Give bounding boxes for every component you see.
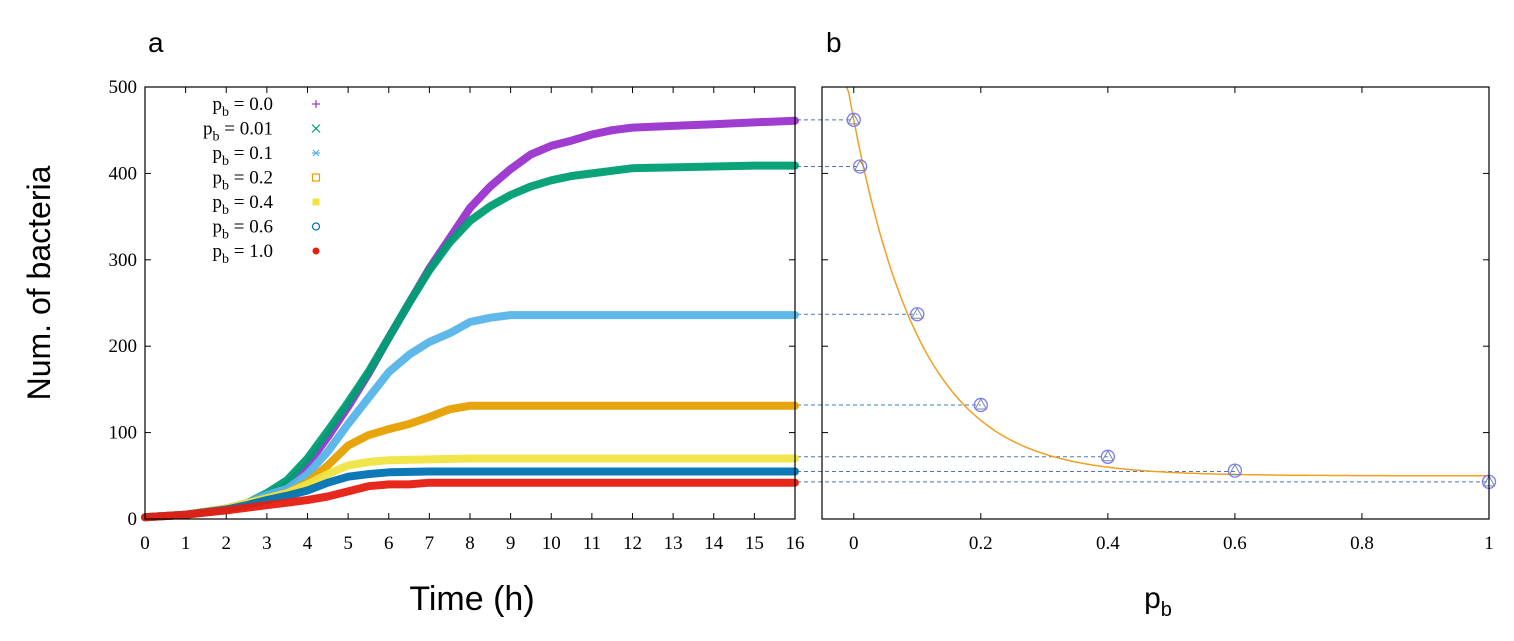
x-tick-label-a: 0 bbox=[140, 533, 150, 554]
x-tick-label-a: 10 bbox=[542, 533, 561, 554]
legend-marker-3 bbox=[311, 173, 321, 182]
legend-sub: b bbox=[222, 228, 229, 243]
legend-p: p bbox=[203, 119, 213, 140]
x-tick-label-a: 7 bbox=[425, 533, 435, 554]
data-point-b bbox=[973, 397, 988, 413]
point-triangle bbox=[1101, 449, 1115, 462]
legend-value: = 0.2 bbox=[229, 168, 273, 189]
legend-value: = 0.6 bbox=[229, 217, 273, 238]
y-tick-label-a: 400 bbox=[109, 163, 138, 184]
legend-marker-2 bbox=[312, 149, 320, 157]
legend-sub: b bbox=[222, 179, 229, 194]
point-triangle bbox=[853, 159, 867, 171]
legend-value: = 0.4 bbox=[229, 192, 273, 213]
marker-circle bbox=[312, 247, 320, 255]
x-tick-label-a: 3 bbox=[262, 533, 272, 554]
x-tick-label-a: 16 bbox=[786, 533, 805, 554]
x-tick-label-a: 12 bbox=[623, 533, 642, 554]
legend-label-0: pb = 0.0 bbox=[213, 94, 273, 120]
legend-label-2: pb = 0.1 bbox=[213, 143, 273, 169]
panel-label-b: b bbox=[826, 27, 842, 58]
series-line-2 bbox=[141, 311, 799, 522]
data-point-b bbox=[852, 159, 868, 174]
x-tick-label-b: 0.8 bbox=[1350, 533, 1374, 554]
data-point-b bbox=[1100, 449, 1116, 464]
legend-marker-6 bbox=[312, 247, 320, 255]
chart-b-xlabel: pb bbox=[1144, 582, 1172, 621]
x-tick-label-a: 9 bbox=[506, 533, 516, 554]
legend-sub: b bbox=[222, 203, 229, 218]
legend-label-3: pb = 0.2 bbox=[213, 168, 273, 194]
legend-marker-5 bbox=[311, 222, 321, 231]
legend-p: p bbox=[213, 94, 223, 115]
data-point-b bbox=[846, 112, 861, 127]
legend-value: = 1.0 bbox=[229, 241, 273, 262]
legend-p: p bbox=[213, 168, 223, 189]
legend-marker-1 bbox=[311, 124, 321, 133]
x-tick-label-b: 0.6 bbox=[1223, 533, 1247, 554]
reference-lines bbox=[797, 119, 1489, 483]
fit-curve bbox=[845, 86, 1489, 477]
marker-square bbox=[311, 173, 321, 182]
marker-circle bbox=[311, 222, 321, 231]
point-triangle bbox=[974, 397, 988, 410]
legend-sub: b bbox=[213, 130, 220, 145]
legend-p: p bbox=[213, 143, 223, 164]
x-tick-label-a: 4 bbox=[303, 533, 313, 554]
marker-square bbox=[312, 198, 320, 206]
x-tick-label-a: 1 bbox=[181, 533, 191, 554]
chart-a: 0 1 2 3 4 5 6 7 8 9 10 11 12 13 14 15 160100200300400500… bbox=[109, 77, 805, 554]
legend-label-1: pb = 0.01 bbox=[203, 119, 273, 145]
legend-p: p bbox=[213, 241, 223, 262]
chart-a-ylabel: Num. of bacteria bbox=[21, 165, 57, 400]
legend-value: = 0.1 bbox=[229, 143, 273, 164]
legend-p: p bbox=[213, 217, 223, 238]
x-tick-label-b: 0.2 bbox=[969, 533, 993, 554]
legend-marker-4 bbox=[312, 198, 320, 206]
legend-label-4: pb = 0.4 bbox=[213, 192, 274, 218]
y-tick-label-a: 100 bbox=[109, 423, 138, 444]
x-tick-label-a: 6 bbox=[384, 533, 394, 554]
chart-a-xlabel: Time (h) bbox=[409, 580, 534, 618]
legend-p: p bbox=[213, 192, 223, 213]
point-triangle bbox=[1228, 463, 1242, 476]
y-tick-label-a: 200 bbox=[109, 336, 138, 357]
x-tick-label-a: 5 bbox=[343, 533, 353, 554]
x-tick-label-a: 13 bbox=[664, 533, 683, 554]
legend-sub: b bbox=[222, 252, 229, 267]
legend-label-6: pb = 1.0 bbox=[213, 241, 273, 267]
x-tick-label-b: 0 bbox=[849, 533, 859, 554]
legend-marker-0 bbox=[312, 100, 320, 108]
marker-x bbox=[311, 124, 321, 133]
x-tick-label-b: 1 bbox=[1484, 533, 1494, 554]
panel-label-a: a bbox=[148, 27, 164, 58]
point-triangle bbox=[847, 112, 861, 125]
data-point-b bbox=[1227, 463, 1243, 478]
legend-sub: b bbox=[222, 105, 229, 120]
x-tick-label-a: 15 bbox=[745, 533, 764, 554]
marker-star bbox=[312, 149, 320, 157]
legend-label-5: pb = 0.6 bbox=[213, 217, 273, 243]
point-triangle bbox=[910, 307, 924, 319]
y-tick-label-a: 0 bbox=[128, 509, 138, 530]
chart-b: 0 0.2 0.4 0.6 0.8 1 bbox=[821, 86, 1497, 554]
series-line-6 bbox=[141, 478, 799, 522]
y-tick-label-a: 500 bbox=[109, 77, 138, 98]
x-tick-label-a: 14 bbox=[704, 533, 724, 554]
x-tick-label-a: 2 bbox=[222, 533, 232, 554]
legend-value: = 0.0 bbox=[229, 94, 273, 115]
data-point-b bbox=[910, 307, 925, 322]
legend-value: = 0.01 bbox=[220, 119, 273, 140]
x-tick-label-b: 0.4 bbox=[1096, 533, 1120, 554]
plot-frame-b bbox=[821, 86, 1490, 520]
legend-sub: b bbox=[222, 154, 229, 169]
x-tick-label-a: 8 bbox=[465, 533, 475, 554]
plot-frame-a bbox=[144, 86, 796, 520]
y-tick-label-a: 300 bbox=[109, 250, 138, 271]
x-tick-label-a: 11 bbox=[583, 533, 601, 554]
